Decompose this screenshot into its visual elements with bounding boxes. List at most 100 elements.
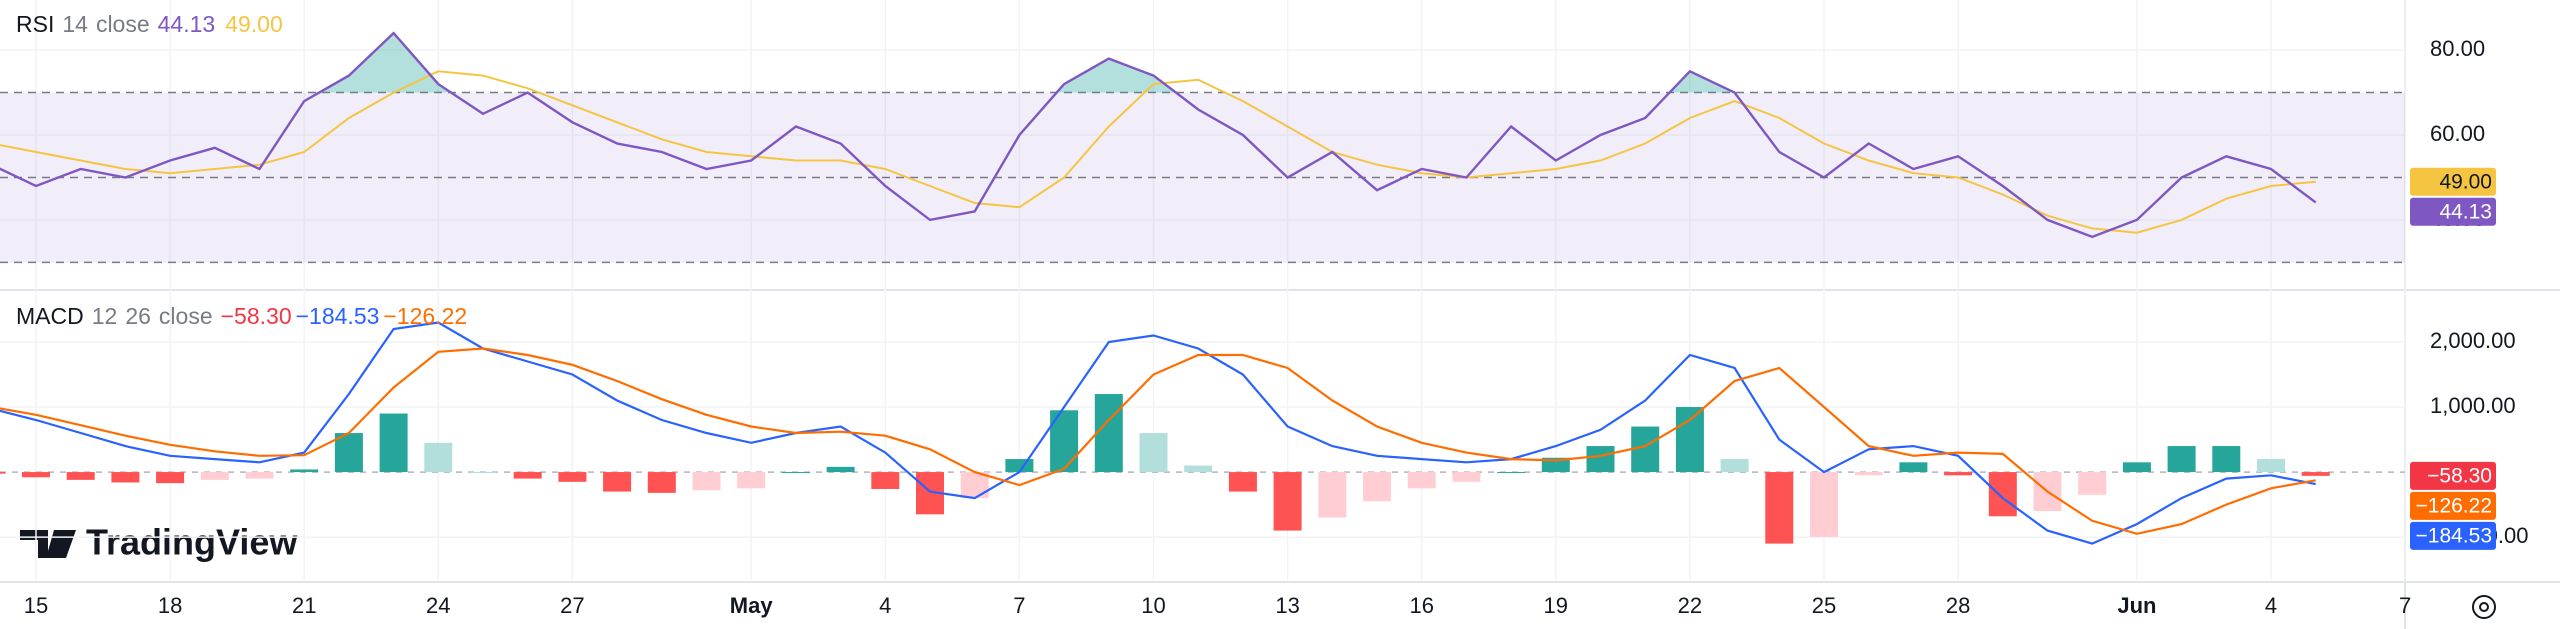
histogram-bar (692, 472, 721, 491)
histogram-bar (2167, 446, 2196, 473)
histogram-bar (1363, 472, 1391, 502)
histogram-bar (1810, 472, 1838, 538)
x-tick-label: 4 (879, 593, 891, 618)
histogram-bar (469, 472, 497, 474)
histogram-bar (0, 472, 6, 474)
price-badge-label: −184.53 (2416, 524, 2493, 547)
histogram-bar (290, 469, 319, 473)
watermark: TradingView (20, 522, 298, 563)
histogram-bar (647, 472, 676, 493)
histogram-bar (1228, 472, 1257, 492)
price-badge-label: 49.00 (2439, 170, 2492, 193)
settings-icon[interactable] (2472, 595, 2496, 619)
histogram-bar (1765, 472, 1794, 544)
histogram-bar (1720, 459, 1749, 473)
histogram-bar (2212, 446, 2241, 473)
pane (0, 31, 2405, 264)
x-tick-label: May (730, 593, 774, 618)
histogram-bar (111, 472, 140, 483)
price-badge (2410, 197, 2496, 226)
logo (20, 530, 76, 558)
price-badge (2410, 461, 2496, 490)
histogram-bar (334, 433, 363, 473)
y-tick-label: 60.00 (2430, 121, 2485, 146)
x-tick-label: 24 (426, 593, 450, 618)
histogram-bar (1586, 446, 1615, 473)
gear-center[interactable] (2479, 602, 2489, 612)
histogram-bar (2301, 472, 2330, 476)
x-tick-label: 13 (1275, 593, 1299, 618)
histogram-bar (1497, 472, 1526, 474)
legend-param: 14 (62, 11, 88, 37)
histogram-bar (1854, 472, 1883, 476)
legend-value: −126.22 (383, 303, 467, 329)
histogram-bar (1675, 407, 1704, 473)
price-badge-label: 44.13 (2439, 200, 2492, 223)
histogram-bar (22, 472, 50, 478)
x-tick-label: 18 (158, 593, 182, 618)
histogram-bar (156, 472, 185, 484)
legend-title: MACD (16, 303, 84, 329)
legend-param: 12 (92, 303, 118, 329)
legend-gap: 44.13 (158, 11, 216, 37)
price-badge (2410, 491, 2496, 520)
legend-value: 49.00 (225, 11, 283, 37)
y-tick-label: 1,000.00 (2430, 393, 2516, 418)
line (0, 70, 2316, 234)
histogram-bar (1184, 465, 1213, 473)
legend-param: close (96, 11, 150, 37)
legend-param: 26 (125, 303, 151, 329)
x-tick-label: 22 (1678, 593, 1702, 618)
price-badge-label: −58.30 (2427, 464, 2492, 487)
histogram-bar (1899, 462, 1928, 473)
histogram-bar (603, 472, 632, 492)
x-tick-label: Jun (2117, 593, 2156, 618)
line (0, 347, 2316, 535)
histogram-bar (2078, 472, 2107, 495)
price-badge (2410, 167, 2496, 196)
legend-title: RSI (16, 11, 54, 37)
x-tick-label: 7 (1013, 593, 1025, 618)
x-tick-label: 27 (560, 593, 584, 618)
y-tick-label: 80.00 (2430, 36, 2485, 61)
histogram-bar (1407, 472, 1436, 489)
histogram-bar (1005, 459, 1034, 473)
histogram-bar (1944, 472, 1973, 476)
histogram-bar (424, 442, 453, 473)
x-tick-label: 25 (1812, 593, 1836, 618)
x-tick-label: 7 (2399, 593, 2411, 618)
histogram-bar (66, 472, 95, 480)
x-tick-label: 4 (2265, 593, 2277, 618)
histogram-bar (1318, 472, 1347, 518)
histogram-bar (826, 466, 855, 473)
x-tick-label: 16 (1409, 593, 1433, 618)
histogram-bar (1094, 394, 1123, 473)
y-tick-label: 2,000.00 (2430, 328, 2516, 353)
histogram-bar (1452, 472, 1481, 482)
histogram-bar (2257, 459, 2285, 473)
histogram-bar (1988, 472, 2017, 517)
x-tick-label: 28 (1946, 593, 1970, 618)
legend-value: −184.53 (296, 303, 380, 329)
histogram-bar (781, 472, 810, 474)
histogram-bar (558, 472, 587, 482)
x-tick-label: 10 (1141, 593, 1165, 618)
line (0, 321, 2316, 545)
overbought-fill (0, 33, 2316, 93)
histogram-bar (1273, 472, 1302, 531)
histogram-bar (2122, 462, 2151, 473)
watermark-text: TradingView (86, 522, 298, 563)
x-tick-label: 15 (24, 593, 48, 618)
histogram-bar (1541, 457, 1570, 473)
x-tick-label: 19 (1544, 593, 1568, 618)
x-tick-label: 21 (292, 593, 316, 618)
price-badge (2410, 521, 2496, 550)
pane (0, 321, 2405, 545)
legend-value: −58.30 (221, 303, 292, 329)
histogram-bar (200, 472, 229, 480)
gear[interactable] (2472, 595, 2496, 619)
histogram-bar (379, 413, 408, 473)
histogram-bar (1631, 426, 1660, 473)
